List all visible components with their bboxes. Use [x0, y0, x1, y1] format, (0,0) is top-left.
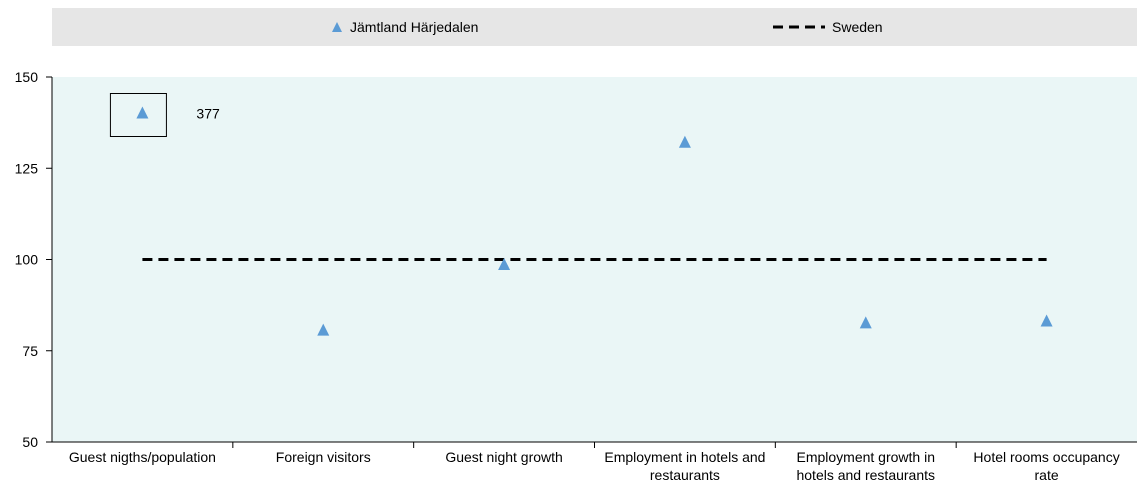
data-point-triangle	[498, 257, 511, 270]
x-tick-label: Hotel rooms occupancy	[973, 449, 1119, 465]
x-tick-label: Employment in hotels and	[604, 449, 765, 465]
triangle-marker-icon	[332, 22, 342, 32]
y-tick-label: 50	[22, 434, 38, 450]
y-tick-label: 100	[15, 252, 39, 268]
legend: Jämtland Härjedalen Sweden	[52, 8, 1137, 46]
data-point-triangle	[859, 316, 872, 329]
y-tick-label: 75	[22, 343, 38, 359]
x-tick-label: Employment growth in	[796, 449, 935, 465]
x-tick-label: rate	[1035, 467, 1059, 483]
x-tick-label: Foreign visitors	[276, 449, 371, 465]
data-point-triangle	[678, 135, 691, 148]
data-point-triangle	[1040, 314, 1053, 327]
legend-item-jamtland: Jämtland Härjedalen	[330, 8, 478, 46]
x-tick-label: restaurants	[650, 467, 720, 483]
annotation-box	[109, 93, 167, 137]
legend-label-sweden: Sweden	[832, 19, 883, 35]
annotation-label: 377	[196, 106, 220, 122]
y-tick-label: 150	[15, 69, 39, 85]
x-tick-label: hotels and restaurants	[796, 467, 935, 483]
x-tick-label: Guest nigths/population	[69, 449, 216, 465]
data-point-triangle	[136, 106, 149, 119]
y-tick-label: 125	[15, 160, 39, 176]
legend-item-sweden: Sweden	[772, 8, 883, 46]
dashed-line-icon	[773, 25, 825, 29]
x-tick-label: Guest night growth	[445, 449, 563, 465]
legend-label-jamtland: Jämtland Härjedalen	[350, 19, 479, 35]
data-point-triangle	[317, 323, 330, 336]
